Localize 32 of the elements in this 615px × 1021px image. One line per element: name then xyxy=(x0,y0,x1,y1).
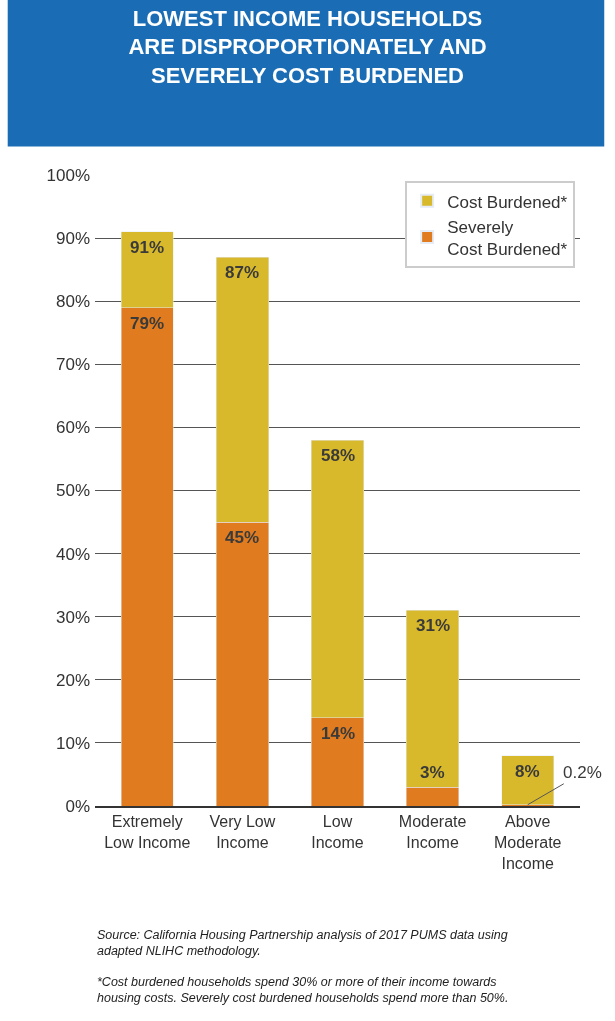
y-tick-label: 90% xyxy=(55,229,90,249)
data-label: 0.2% xyxy=(563,763,602,782)
y-tick-label: 100% xyxy=(46,165,90,185)
total-label: 87% xyxy=(225,263,260,282)
data-label: 14% xyxy=(321,724,356,743)
data-label: 3% xyxy=(420,763,445,782)
y-tick-label: 10% xyxy=(55,733,90,753)
x-tick-label: Low Income xyxy=(311,813,364,851)
total-label: 8% xyxy=(515,762,540,781)
legend-label: Cost Burdened* xyxy=(447,192,568,212)
data-label: 79% xyxy=(130,314,165,333)
bar xyxy=(501,755,555,805)
x-tick-label: Moderate Income xyxy=(398,813,467,851)
y-tick-label: 80% xyxy=(55,292,90,312)
x-tick-label: Extremely Low Income xyxy=(104,813,191,851)
text: *Cost burdened households spend 30% or more of their income towards housing costs. Severely cost burdened households spend more than 50%. xyxy=(97,975,509,1006)
y-tick-label: 50% xyxy=(55,481,90,501)
y-tick-label: 40% xyxy=(55,544,90,564)
total-label: 91% xyxy=(130,238,165,257)
y-tick-label: 20% xyxy=(55,670,90,690)
y-tick-label: 30% xyxy=(55,607,90,627)
y-tick-label: 70% xyxy=(55,355,90,375)
legend-label: Severely Cost Burdened* xyxy=(447,217,568,259)
data-label: 45% xyxy=(225,528,260,547)
x-tick-label: Very Low Income xyxy=(209,813,276,851)
source-note: Source: California Housing Partnership analysis of 2017 PUMS data using adapted NLIHC methodology. xyxy=(97,928,508,959)
x-tick-label: Above Moderate Income xyxy=(493,813,562,872)
y-tick-label: 60% xyxy=(55,418,90,438)
chart-title: LOWEST INCOME HOUSEHOLDS ARE DISPROPORTIONATELY AND SEVERELY COST BURDENED xyxy=(128,5,487,88)
y-tick-label: 0% xyxy=(65,796,90,816)
total-label: 31% xyxy=(416,616,451,635)
total-label: 58% xyxy=(321,446,356,465)
